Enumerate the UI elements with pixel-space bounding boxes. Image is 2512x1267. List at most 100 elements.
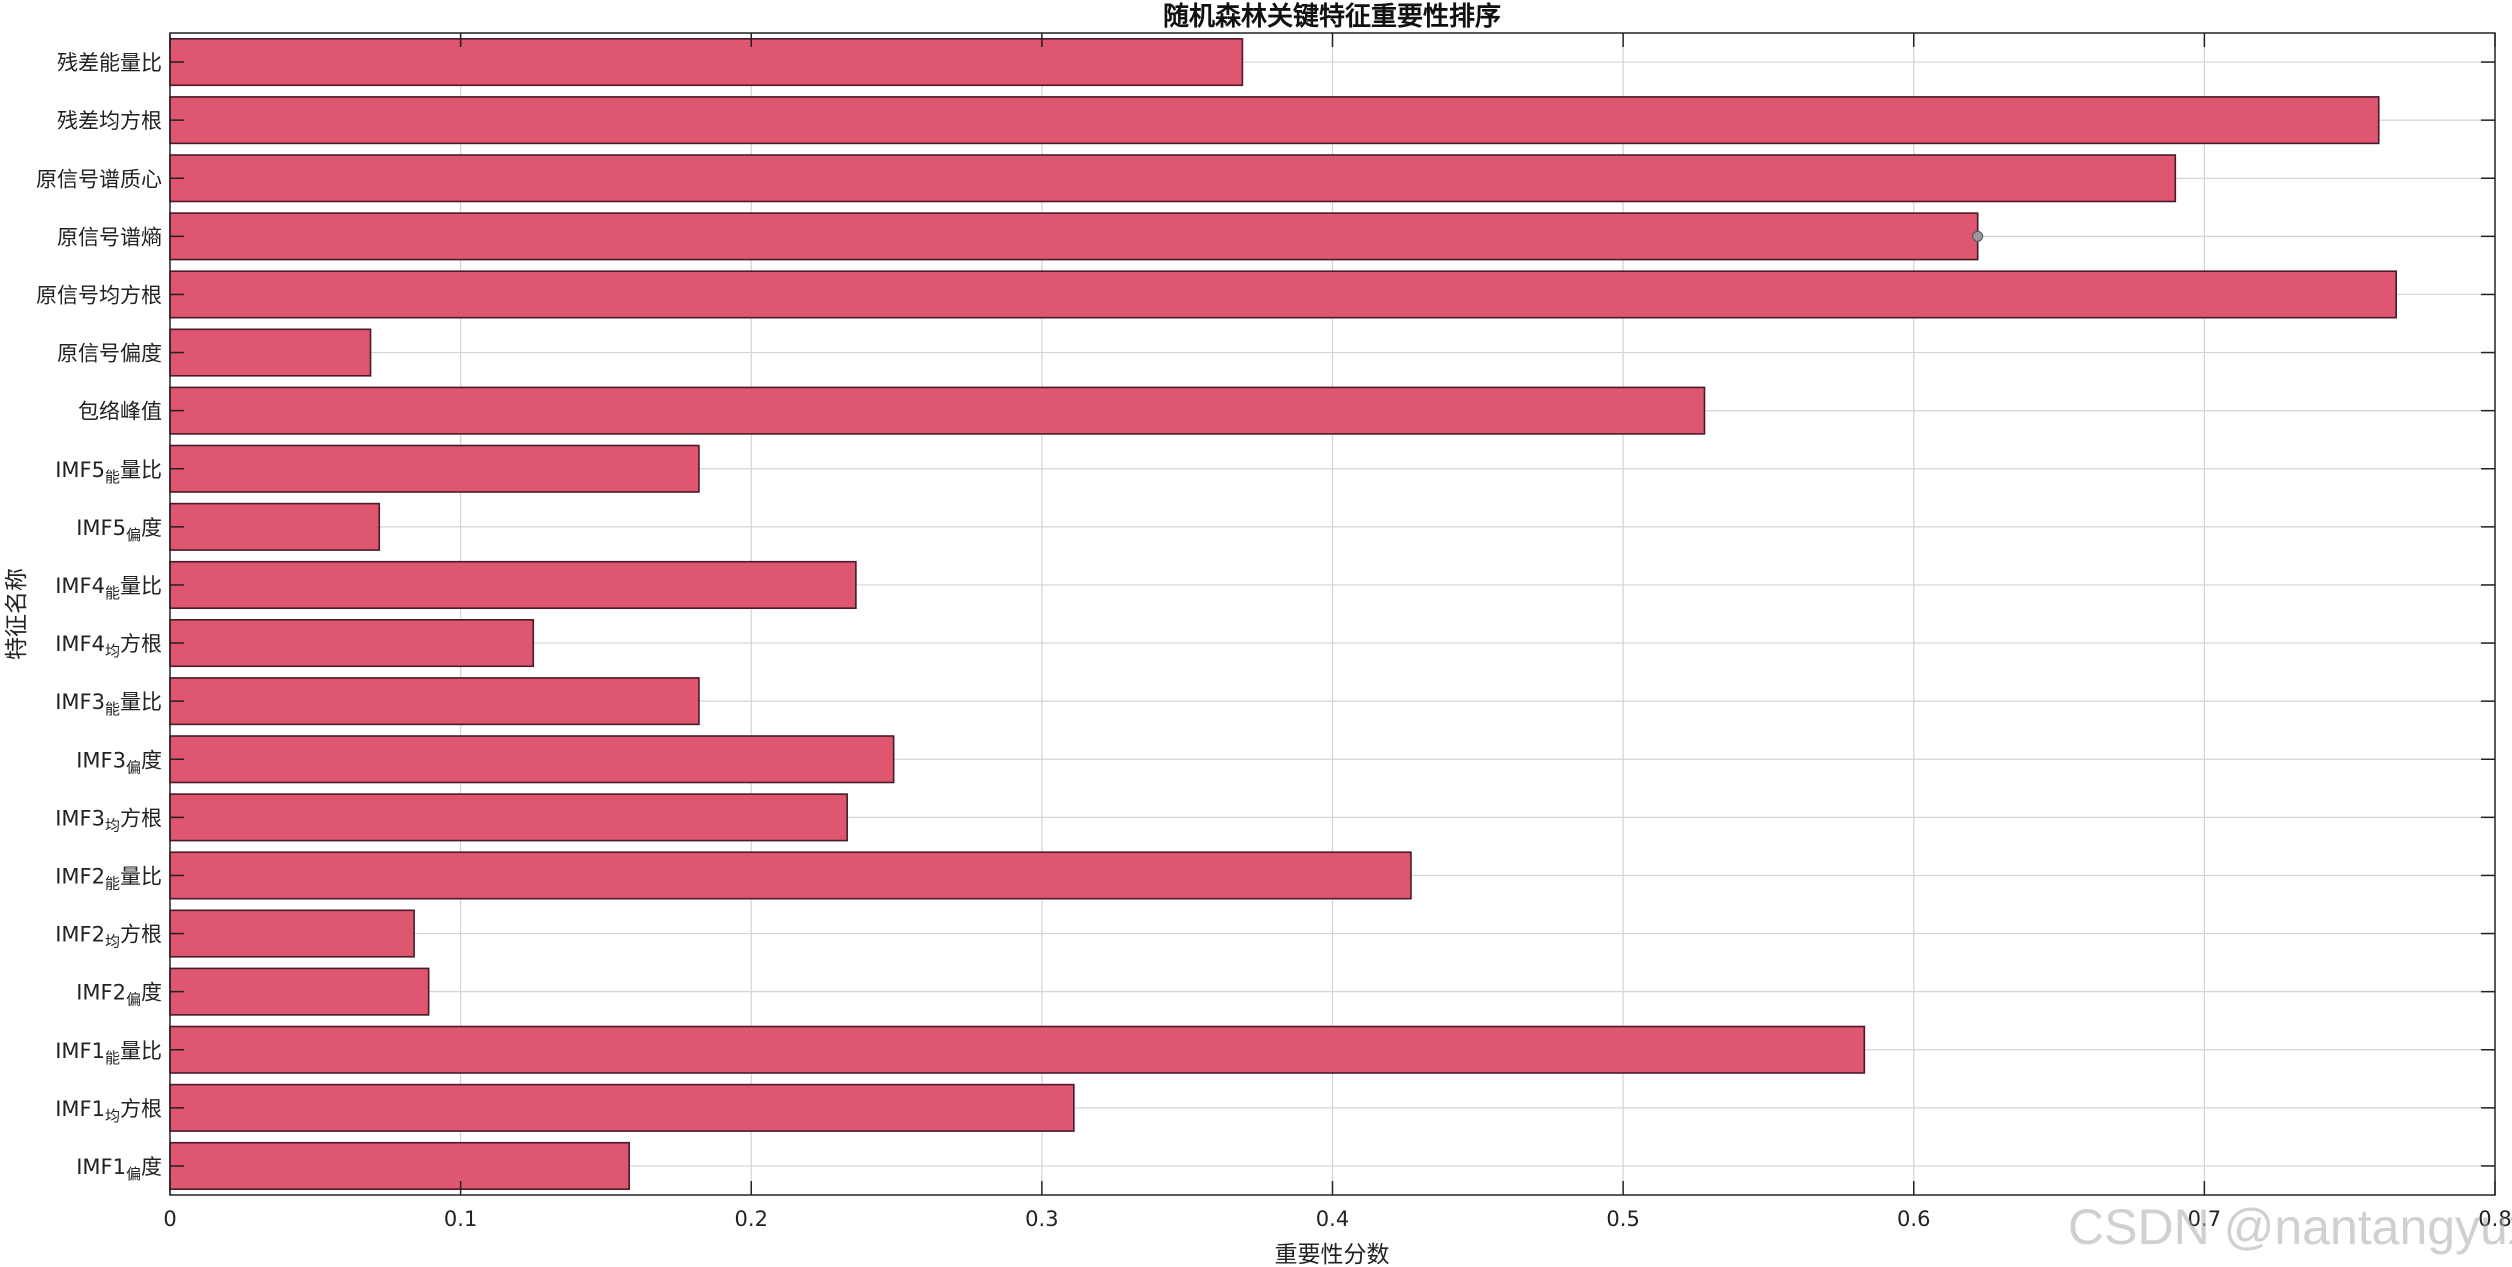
y-tick-label-subscript: 能 [105,1049,120,1067]
bar [169,38,1244,87]
y-tick-label-tail: 方根 [120,806,162,830]
y-tick-label-main: IMF5 [55,458,105,482]
y-tick-label-main: 原信号偏度 [57,342,162,366]
bar [169,502,381,551]
y-tick-label-main: IMF2 [76,981,126,1005]
y-tick-label-tail: 方根 [120,1097,162,1121]
y-tick-label-main: IMF2 [55,923,105,947]
x-tick-label: 0.5 [1606,1207,1639,1231]
y-tick-label: 残差能量比 [57,51,162,75]
y-tick-label-subscript: 偏 [126,991,141,1009]
x-tick-label: 0.7 [2188,1207,2221,1231]
y-tick-label-main: 原信号谱质心 [36,167,162,191]
y-tick-label-main: IMF2 [55,864,105,888]
y-tick-label-main: IMF3 [76,748,126,772]
bar [169,328,372,377]
y-tick-label-tail: 量比 [120,458,162,482]
y-tick-label-tail: 量比 [120,864,162,888]
y-tick-label: IMF2均方根 [55,923,162,951]
y-tick-label-main: IMF1 [55,1097,105,1121]
y-tick-label-subscript: 偏 [126,758,141,776]
y-tick-label-subscript: 偏 [126,526,141,544]
bar [169,560,857,609]
y-tick-label-main: 原信号均方根 [36,283,162,307]
y-tick-label-tail: 量比 [120,690,162,714]
bar [169,1141,630,1190]
y-tick-label: IMF1偏度 [76,1155,162,1183]
y-tick-label-main: IMF4 [55,574,105,598]
y-tick-label-subscript: 均 [105,642,120,660]
bars [169,38,2397,1190]
y-tick-label-main: IMF1 [76,1155,126,1179]
bar [169,967,430,1016]
bar [169,677,700,726]
y-tick-label-main: 残差能量比 [57,51,162,75]
x-tick-label: 0 [163,1207,176,1231]
grid [170,33,2495,1195]
y-tick-label-subscript: 能 [105,700,120,718]
bar [169,386,1706,435]
bar [169,270,2397,319]
y-tick-label-tail: 方根 [120,923,162,947]
y-tick-label-main: IMF4 [55,632,105,656]
x-tick-label: 0.6 [1897,1207,1930,1231]
y-tick-label-tail: 量比 [120,1039,162,1063]
y-tick-label-main: 残差均方根 [57,109,162,133]
bar [169,619,535,668]
x-tick-label: 0.2 [735,1207,768,1231]
ticks [169,33,2496,1195]
y-tick-label-subscript: 能 [105,874,120,892]
y-tick-label: IMF2能量比 [55,864,162,892]
bar [169,96,2380,145]
bar [169,851,1412,900]
y-tick-label: 原信号谱质心 [36,167,162,191]
y-tick-label: IMF3均方根 [55,806,162,834]
x-tick-label: 0.8 [2478,1207,2511,1231]
y-tick-label-main: IMF5 [76,516,126,540]
y-tick-label: IMF1均方根 [55,1097,162,1125]
y-axis-label: 特征名称 [4,568,30,660]
bar [169,793,848,842]
y-tick-label-subscript: 均 [105,933,120,951]
data-cursor-marker [1972,230,1984,242]
y-tick-label: IMF2偏度 [76,981,162,1009]
y-tick-label-tail: 度 [141,981,162,1005]
bar [169,154,2177,203]
y-tick-label: IMF3偏度 [76,748,162,776]
y-tick-label: 原信号谱熵 [57,225,162,249]
y-tick-label: IMF5能量比 [55,458,162,486]
y-tick-label: 原信号偏度 [57,342,162,366]
bar [169,212,1979,261]
y-tick-label-main: 原信号谱熵 [57,225,162,249]
bar [169,444,700,493]
chart-title: 随机森林关键特征重要性排序 [1163,1,1501,32]
y-tick-label-subscript: 均 [105,1107,120,1125]
x-tick-labels: 0 0.1 0.2 0.3 0.4 0.5 0.6 0.7 0.8 [163,1207,2511,1231]
y-tick-label: IMF3能量比 [55,690,162,718]
y-tick-label: 残差均方根 [57,109,162,133]
bar [169,909,415,958]
y-tick-label: IMF5偏度 [76,516,162,544]
x-tick-label: 0.3 [1025,1207,1058,1231]
y-tick-label-main: IMF1 [55,1039,105,1063]
y-tick-label-tail: 方根 [120,632,162,656]
watermark: CSDN @nantangyuxi [2068,1199,2512,1255]
y-tick-label-subscript: 均 [105,816,120,834]
y-tick-label-subscript: 能 [105,468,120,486]
x-tick-label: 0.1 [444,1207,477,1231]
y-tick-label: 包络峰值 [78,400,162,424]
y-tick-label-tail: 量比 [120,574,162,598]
y-tick-label-main: IMF3 [55,690,105,714]
y-tick-label-tail: 度 [141,1155,162,1179]
bar [169,735,895,784]
y-tick-label: IMF1能量比 [55,1039,162,1067]
y-tick-label-subscript: 能 [105,584,120,602]
y-tick-label-subscript: 偏 [126,1165,141,1183]
y-tick-label-main: 包络峰值 [78,400,162,424]
bar [169,1083,1075,1132]
y-tick-label: 原信号均方根 [36,283,162,307]
y-tick-label-main: IMF3 [55,806,105,830]
y-tick-label-tail: 度 [141,748,162,772]
